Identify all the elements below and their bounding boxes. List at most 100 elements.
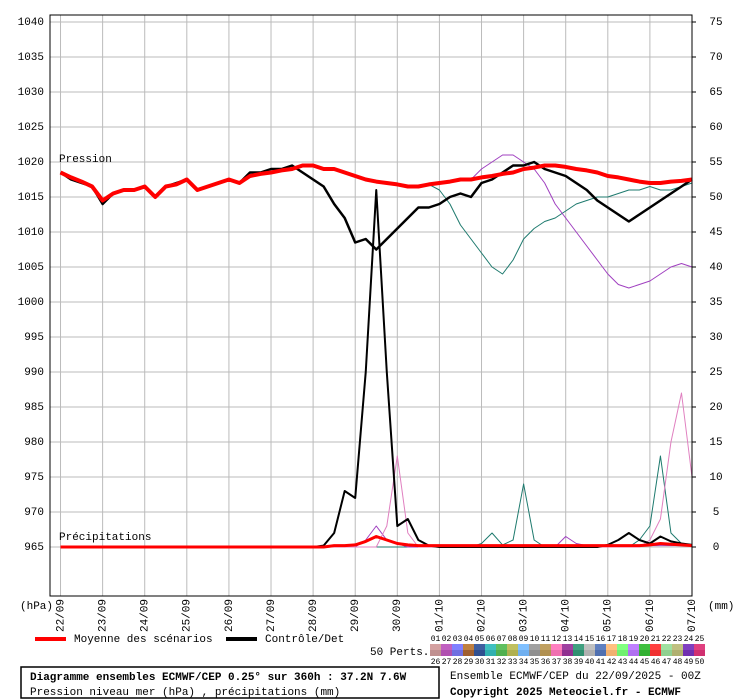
footer-subtitle: Pression niveau mer (hPa) , précipitatio…	[30, 687, 340, 699]
legend-swatch	[540, 650, 551, 656]
plot-border	[49, 14, 693, 597]
y2-tick-label: 10	[709, 472, 722, 484]
x-tick-label: 02/10	[476, 599, 488, 632]
legend-label: 04	[464, 635, 474, 644]
x-tick-label: 24/09	[140, 599, 152, 632]
legend-label: 08	[508, 635, 518, 644]
legend-swatch	[584, 650, 595, 656]
legend-label: 41	[596, 658, 606, 667]
legend-swatch	[672, 650, 683, 656]
x-tick-label: 07/10	[687, 599, 699, 632]
legend-label: 47	[662, 658, 672, 667]
y2-tick-label: 60	[709, 122, 722, 134]
legend-label: 49	[684, 658, 694, 667]
legend-swatch	[661, 650, 672, 656]
legend-swatch	[551, 644, 562, 650]
legend-label: 36	[541, 658, 551, 667]
legend-swatch	[441, 650, 452, 656]
legend-label: 27	[442, 658, 452, 667]
legend-label: 50 Perts.	[370, 647, 429, 659]
legend-swatch	[452, 650, 463, 656]
legend-label: 05	[475, 635, 485, 644]
y2-tick-label: 20	[709, 402, 722, 414]
legend-label: 13	[563, 635, 573, 644]
legend-label: 33	[508, 658, 518, 667]
legend-swatch	[573, 650, 584, 656]
x-tick-label: 29/09	[350, 599, 362, 632]
y-tick-label: 1040	[18, 17, 44, 29]
y-tick-label: 980	[24, 437, 44, 449]
legend-label: 03	[453, 635, 463, 644]
legend-swatch	[551, 650, 562, 656]
legend-swatch	[529, 644, 540, 650]
y2-tick-label: 45	[709, 227, 722, 239]
legend-label: 46	[651, 658, 661, 667]
plot-background	[50, 15, 692, 596]
legend-label: 07	[497, 635, 507, 644]
legend-swatch	[474, 644, 485, 650]
x-tick-label: 26/09	[224, 599, 236, 632]
footer-title: Diagramme ensembles ECMWF/CEP 0.25° sur …	[30, 672, 407, 684]
precip-line	[60, 535, 693, 549]
legend-swatch	[628, 650, 639, 656]
legend-swatch	[639, 644, 650, 650]
x-tick-label: 22/09	[55, 599, 67, 632]
legend-swatch	[606, 650, 617, 656]
y-tick-label: 970	[24, 507, 44, 519]
legend-label: 11	[541, 635, 551, 644]
legend-swatch	[452, 644, 463, 650]
legend-label: 12	[552, 635, 562, 644]
legend-swatch	[496, 650, 507, 656]
legend-swatch	[628, 644, 639, 650]
legend-swatch	[430, 644, 441, 650]
legend-label: 37	[552, 658, 562, 667]
legend-label: 28	[453, 658, 463, 667]
legend-label: 39	[574, 658, 584, 667]
legend-swatch	[595, 644, 606, 650]
y-tick-label: 990	[24, 367, 44, 379]
y-tick-label: 995	[24, 332, 44, 344]
x-tick-label: 05/10	[603, 599, 615, 632]
x-tick-label: 06/10	[645, 599, 657, 632]
legend-swatch	[661, 644, 672, 650]
x-tick-label: 30/09	[392, 599, 404, 632]
y2-axis-label: (mm)	[708, 601, 734, 613]
legend-swatch	[595, 650, 606, 656]
legend-swatch	[672, 644, 683, 650]
legend-swatch	[518, 644, 529, 650]
y2-tick-label: 70	[709, 52, 722, 64]
legend-label: 38	[563, 658, 573, 667]
legend-label: 43	[618, 658, 628, 667]
legend-swatch	[485, 650, 496, 656]
legend-swatch	[694, 644, 705, 650]
x-tick-label: 25/09	[182, 599, 194, 632]
x-tick-label: 27/09	[266, 599, 278, 632]
legend-label: 17	[607, 635, 617, 644]
y-tick-label: 1010	[18, 227, 44, 239]
legend-label: 29	[464, 658, 474, 667]
legend-label: 21	[651, 635, 661, 644]
legend-label: Contrôle/Det	[265, 634, 344, 646]
legend-label: 35	[530, 658, 540, 667]
legend-swatch	[683, 644, 694, 650]
legend-swatch	[562, 650, 573, 656]
legend-label: 25	[695, 635, 705, 644]
y-tick-label: 1035	[18, 52, 44, 64]
y2-tick-label: 65	[709, 87, 722, 99]
legend-swatch	[562, 644, 573, 650]
legend-swatch	[463, 644, 474, 650]
legend-label: 06	[486, 635, 496, 644]
y-tick-label: 1030	[18, 87, 44, 99]
y-tick-label: 1025	[18, 122, 44, 134]
y-tick-label: 1000	[18, 297, 44, 309]
legend-label: 45	[640, 658, 650, 667]
legend-label: 15	[585, 635, 595, 644]
legend-label: 32	[497, 658, 507, 667]
legend-swatch	[650, 644, 661, 650]
y-tick-label: 975	[24, 472, 44, 484]
legend-swatch	[430, 650, 441, 656]
legend-label: 34	[519, 658, 529, 667]
footer-box	[20, 666, 440, 699]
legend-swatch	[683, 650, 694, 656]
x-tick-label: 03/10	[519, 599, 531, 632]
